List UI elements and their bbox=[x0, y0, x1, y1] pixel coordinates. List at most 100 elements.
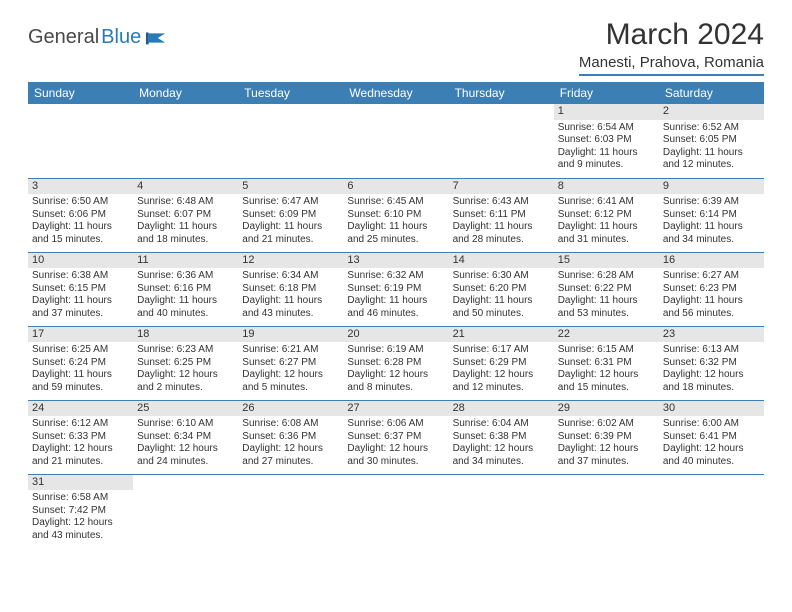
day-cell: 13Sunrise: 6:32 AMSunset: 6:19 PMDayligh… bbox=[343, 252, 448, 326]
empty-cell bbox=[449, 474, 554, 548]
day-detail: and 50 minutes. bbox=[453, 308, 550, 321]
day-detail: Sunrise: 6:34 AM bbox=[242, 270, 339, 283]
day-detail: Sunrise: 6:21 AM bbox=[242, 344, 339, 357]
day-detail: Sunrise: 6:00 AM bbox=[663, 418, 760, 431]
day-detail: Daylight: 11 hours bbox=[242, 295, 339, 308]
day-detail: Sunrise: 6:08 AM bbox=[242, 418, 339, 431]
day-detail: Daylight: 12 hours bbox=[32, 443, 129, 456]
empty-cell bbox=[449, 104, 554, 178]
day-number: 2 bbox=[659, 104, 764, 120]
day-number: 16 bbox=[659, 253, 764, 269]
day-number: 17 bbox=[28, 327, 133, 343]
day-detail: and 43 minutes. bbox=[32, 530, 129, 543]
day-detail: and 25 minutes. bbox=[347, 234, 444, 247]
day-detail: Sunrise: 6:25 AM bbox=[32, 344, 129, 357]
day-detail: and 15 minutes. bbox=[32, 234, 129, 247]
day-number: 9 bbox=[659, 179, 764, 195]
day-detail: and 40 minutes. bbox=[663, 456, 760, 469]
empty-cell bbox=[554, 474, 659, 548]
day-detail: Sunset: 6:19 PM bbox=[347, 283, 444, 296]
day-detail: and 37 minutes. bbox=[558, 456, 655, 469]
day-number: 11 bbox=[133, 253, 238, 269]
day-number: 30 bbox=[659, 401, 764, 417]
day-number: 6 bbox=[343, 179, 448, 195]
day-cell: 9Sunrise: 6:39 AMSunset: 6:14 PMDaylight… bbox=[659, 178, 764, 252]
day-cell: 8Sunrise: 6:41 AMSunset: 6:12 PMDaylight… bbox=[554, 178, 659, 252]
day-number: 3 bbox=[28, 179, 133, 195]
day-detail: Sunrise: 6:13 AM bbox=[663, 344, 760, 357]
day-number: 31 bbox=[28, 475, 133, 491]
day-detail: Daylight: 12 hours bbox=[558, 443, 655, 456]
day-detail: Daylight: 12 hours bbox=[453, 443, 550, 456]
day-detail: Daylight: 11 hours bbox=[32, 221, 129, 234]
weekday-header: Monday bbox=[133, 82, 238, 104]
day-detail: and 27 minutes. bbox=[242, 456, 339, 469]
day-cell: 22Sunrise: 6:15 AMSunset: 6:31 PMDayligh… bbox=[554, 326, 659, 400]
weekday-header: Tuesday bbox=[238, 82, 343, 104]
day-cell: 29Sunrise: 6:02 AMSunset: 6:39 PMDayligh… bbox=[554, 400, 659, 474]
day-detail: Sunrise: 6:19 AM bbox=[347, 344, 444, 357]
day-number: 19 bbox=[238, 327, 343, 343]
day-detail: Daylight: 12 hours bbox=[453, 369, 550, 382]
day-detail: Daylight: 12 hours bbox=[347, 443, 444, 456]
day-detail: Sunrise: 6:15 AM bbox=[558, 344, 655, 357]
day-cell: 26Sunrise: 6:08 AMSunset: 6:36 PMDayligh… bbox=[238, 400, 343, 474]
day-detail: Sunset: 6:09 PM bbox=[242, 209, 339, 222]
day-number: 7 bbox=[449, 179, 554, 195]
day-detail: Daylight: 11 hours bbox=[558, 221, 655, 234]
day-detail: Sunset: 6:06 PM bbox=[32, 209, 129, 222]
day-detail: Sunrise: 6:48 AM bbox=[137, 196, 234, 209]
day-detail: Daylight: 11 hours bbox=[242, 221, 339, 234]
day-detail: Sunrise: 6:54 AM bbox=[558, 122, 655, 135]
day-detail: and 9 minutes. bbox=[558, 159, 655, 172]
day-detail: Sunset: 6:32 PM bbox=[663, 357, 760, 370]
weekday-header: Thursday bbox=[449, 82, 554, 104]
day-detail: Sunset: 6:33 PM bbox=[32, 431, 129, 444]
day-number: 13 bbox=[343, 253, 448, 269]
day-detail: Sunrise: 6:47 AM bbox=[242, 196, 339, 209]
calendar-body: 1Sunrise: 6:54 AMSunset: 6:03 PMDaylight… bbox=[28, 104, 764, 548]
day-detail: Daylight: 11 hours bbox=[137, 295, 234, 308]
day-detail: and 31 minutes. bbox=[558, 234, 655, 247]
day-cell: 20Sunrise: 6:19 AMSunset: 6:28 PMDayligh… bbox=[343, 326, 448, 400]
title-block: March 2024 Manesti, Prahova, Romania bbox=[579, 18, 764, 76]
day-detail: Sunrise: 6:17 AM bbox=[453, 344, 550, 357]
day-detail: and 30 minutes. bbox=[347, 456, 444, 469]
day-detail: Daylight: 11 hours bbox=[137, 221, 234, 234]
day-detail: Daylight: 12 hours bbox=[242, 369, 339, 382]
day-detail: Sunrise: 6:58 AM bbox=[32, 492, 129, 505]
day-detail: Daylight: 12 hours bbox=[242, 443, 339, 456]
day-cell: 21Sunrise: 6:17 AMSunset: 6:29 PMDayligh… bbox=[449, 326, 554, 400]
calendar-row: 3Sunrise: 6:50 AMSunset: 6:06 PMDaylight… bbox=[28, 178, 764, 252]
day-number: 10 bbox=[28, 253, 133, 269]
location: Manesti, Prahova, Romania bbox=[579, 54, 764, 76]
logo-text-dark: General bbox=[28, 26, 99, 49]
day-detail: Sunrise: 6:32 AM bbox=[347, 270, 444, 283]
day-number: 18 bbox=[133, 327, 238, 343]
day-detail: Sunset: 7:42 PM bbox=[32, 505, 129, 518]
empty-cell bbox=[133, 474, 238, 548]
weekday-header: Wednesday bbox=[343, 82, 448, 104]
day-detail: and 5 minutes. bbox=[242, 382, 339, 395]
day-detail: Daylight: 12 hours bbox=[663, 443, 760, 456]
day-detail: Sunset: 6:22 PM bbox=[558, 283, 655, 296]
day-detail: Daylight: 12 hours bbox=[558, 369, 655, 382]
day-cell: 17Sunrise: 6:25 AMSunset: 6:24 PMDayligh… bbox=[28, 326, 133, 400]
day-detail: Sunrise: 6:52 AM bbox=[663, 122, 760, 135]
month-title: March 2024 bbox=[579, 18, 764, 52]
weekday-header: Saturday bbox=[659, 82, 764, 104]
day-number: 22 bbox=[554, 327, 659, 343]
day-detail: Sunset: 6:37 PM bbox=[347, 431, 444, 444]
day-number: 20 bbox=[343, 327, 448, 343]
logo-text-blue: Blue bbox=[101, 26, 141, 49]
day-detail: Sunset: 6:28 PM bbox=[347, 357, 444, 370]
day-detail: Sunrise: 6:41 AM bbox=[558, 196, 655, 209]
day-detail: Sunset: 6:27 PM bbox=[242, 357, 339, 370]
calendar-row: 17Sunrise: 6:25 AMSunset: 6:24 PMDayligh… bbox=[28, 326, 764, 400]
day-number: 23 bbox=[659, 327, 764, 343]
day-detail: Sunset: 6:39 PM bbox=[558, 431, 655, 444]
day-cell: 1Sunrise: 6:54 AMSunset: 6:03 PMDaylight… bbox=[554, 104, 659, 178]
empty-cell bbox=[238, 474, 343, 548]
calendar-table: SundayMondayTuesdayWednesdayThursdayFrid… bbox=[28, 82, 764, 548]
day-number: 14 bbox=[449, 253, 554, 269]
